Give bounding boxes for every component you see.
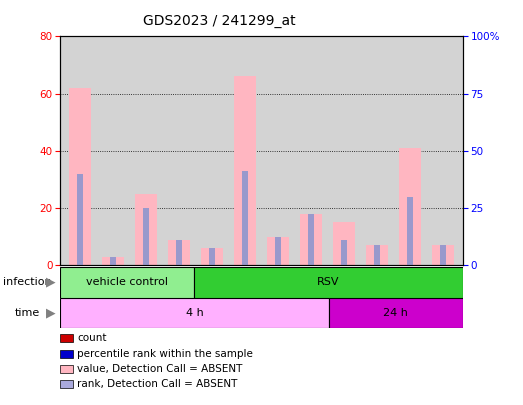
Text: vehicle control: vehicle control — [86, 277, 168, 288]
Bar — [407, 197, 413, 265]
Bar — [60, 267, 195, 298]
Bar — [433, 245, 454, 265]
Bar — [267, 237, 289, 265]
Text: GDS2023 / 241299_at: GDS2023 / 241299_at — [143, 14, 296, 28]
Text: percentile rank within the sample: percentile rank within the sample — [77, 349, 253, 358]
Text: rank, Detection Call = ABSENT: rank, Detection Call = ABSENT — [77, 379, 238, 389]
Bar — [143, 208, 149, 265]
Bar — [201, 248, 223, 265]
Text: ▶: ▶ — [47, 306, 56, 319]
Bar — [440, 245, 446, 265]
Bar — [366, 245, 388, 265]
Bar — [209, 248, 215, 265]
Bar — [234, 77, 256, 265]
Text: value, Detection Call = ABSENT: value, Detection Call = ABSENT — [77, 364, 243, 374]
Bar — [242, 171, 248, 265]
Bar — [176, 239, 182, 265]
Bar — [400, 148, 421, 265]
Text: infection: infection — [3, 277, 51, 287]
Text: 4 h: 4 h — [186, 308, 203, 318]
Bar — [328, 298, 463, 328]
Bar — [195, 267, 463, 298]
Bar — [374, 245, 380, 265]
Bar — [275, 237, 281, 265]
Bar — [110, 257, 116, 265]
Bar — [333, 222, 355, 265]
Bar — [102, 257, 123, 265]
Bar — [308, 214, 314, 265]
Bar — [135, 194, 157, 265]
Bar — [300, 214, 322, 265]
Text: 24 h: 24 h — [383, 308, 408, 318]
Bar — [341, 239, 347, 265]
Bar — [168, 239, 190, 265]
Text: RSV: RSV — [317, 277, 340, 288]
Text: ▶: ▶ — [47, 276, 56, 289]
Bar — [60, 298, 328, 328]
Text: count: count — [77, 333, 107, 343]
Bar — [69, 88, 90, 265]
Bar — [77, 174, 83, 265]
Text: time: time — [15, 308, 40, 318]
